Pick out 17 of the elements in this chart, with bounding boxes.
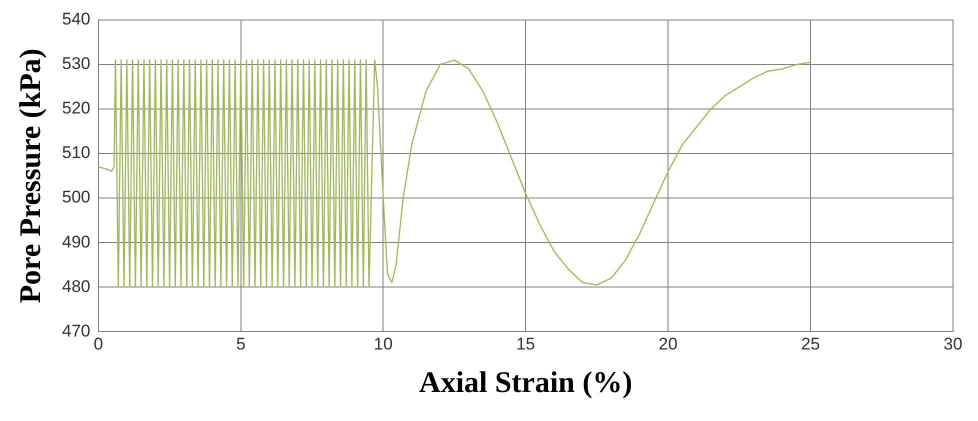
x-tick-label: 20 bbox=[658, 334, 678, 354]
y-tick-label: 470 bbox=[62, 321, 90, 340]
y-tick-label: 510 bbox=[62, 143, 90, 162]
x-tick-label: 30 bbox=[944, 334, 962, 354]
x-tick-label: 25 bbox=[801, 334, 820, 354]
y-tick-label: 530 bbox=[62, 54, 90, 74]
x-tick-label: 0 bbox=[94, 334, 104, 354]
x-tick-label: 15 bbox=[516, 334, 536, 354]
x-axis-title: Axial Strain (%) bbox=[419, 366, 632, 399]
x-tick-label: 10 bbox=[374, 334, 393, 354]
y-axis-title: Pore Pressure (kPa) bbox=[14, 48, 47, 304]
y-tick-label: 540 bbox=[62, 10, 90, 29]
x-tick-label: 5 bbox=[236, 334, 246, 354]
y-tick-label: 490 bbox=[62, 232, 90, 252]
y-tick-label: 480 bbox=[62, 276, 90, 296]
y-tick-label: 520 bbox=[62, 98, 90, 118]
y-tick-label: 500 bbox=[62, 188, 90, 207]
